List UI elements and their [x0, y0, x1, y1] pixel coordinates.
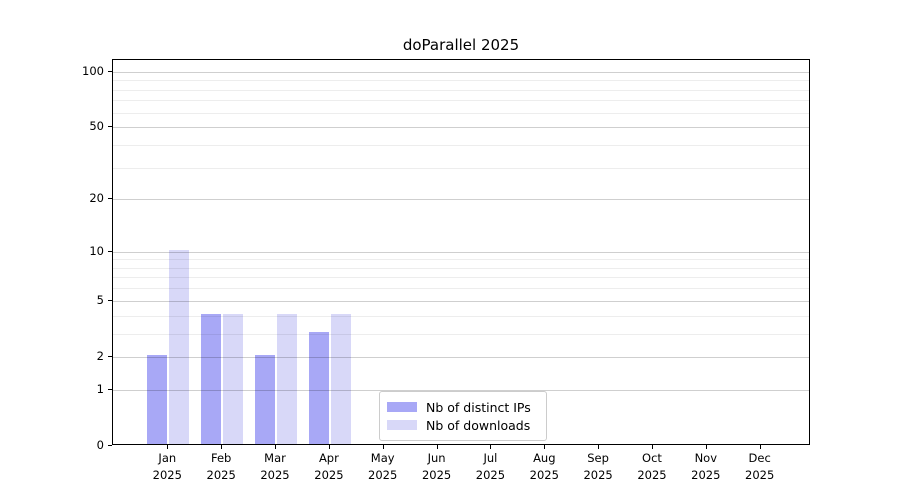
x-tick-label: Feb 2025 — [206, 451, 236, 482]
x-tick-label: Mar 2025 — [260, 451, 290, 482]
x-tick-mark — [759, 445, 761, 449]
gridline-major — [113, 199, 809, 200]
x-tick-mark — [705, 445, 707, 449]
bar-distinct-ips-apr — [308, 331, 329, 444]
gridline-minor — [113, 333, 809, 335]
x-tick-mark — [490, 445, 492, 449]
x-tick-label: Apr 2025 — [314, 451, 344, 482]
gridline-major — [113, 356, 809, 358]
gridline-minor — [113, 89, 809, 91]
gridline-major — [113, 389, 809, 391]
x-tick-label: Dec 2025 — [745, 451, 775, 482]
y-tick-mark — [108, 388, 112, 390]
x-tick-label: Oct 2025 — [637, 451, 667, 482]
x-tick-label: Jul 2025 — [475, 451, 506, 482]
gridline-minor — [113, 288, 809, 290]
legend-swatch-downloads — [387, 420, 417, 430]
y-tick-mark — [108, 299, 112, 301]
chart-title: doParallel 2025 — [402, 36, 520, 54]
y-tick-label: 50 — [89, 119, 104, 134]
y-tick-label: 2 — [96, 348, 104, 363]
gridline-major — [113, 71, 809, 73]
x-tick-mark — [221, 445, 223, 449]
bar-distinct-ips-mar — [255, 354, 275, 444]
y-tick-mark — [108, 198, 112, 199]
bar-downloads-jan — [169, 249, 190, 444]
y-tick-label: 10 — [89, 243, 104, 258]
bar-downloads-apr — [330, 313, 351, 444]
y-tick-mark — [108, 355, 112, 357]
gridline-minor — [113, 267, 809, 269]
x-tick-label: Sep 2025 — [583, 451, 613, 482]
bar-downloads-mar — [277, 313, 297, 444]
bar-distinct-ips-jan — [147, 354, 168, 444]
x-tick-mark — [167, 445, 169, 449]
x-tick-label: Jun 2025 — [421, 451, 452, 482]
gridline-minor — [113, 167, 809, 169]
x-tick-mark — [382, 445, 384, 449]
y-tick-mark — [108, 70, 112, 72]
y-tick-label: 5 — [96, 292, 104, 307]
y-tick-label: 100 — [82, 63, 104, 78]
gridline-minor — [113, 315, 809, 317]
x-tick-mark — [328, 445, 330, 449]
gridline-major — [113, 127, 809, 129]
plot-area: Nb of distinct IPs Nb of downloads — [112, 59, 810, 445]
legend-entry-distinct-ips: Nb of distinct IPs — [387, 398, 538, 416]
y-tick-mark — [108, 126, 112, 128]
x-tick-mark — [598, 445, 600, 449]
y-tick-mark — [108, 250, 112, 252]
x-tick-label: Aug 2025 — [529, 451, 559, 482]
gridline-major — [113, 251, 809, 253]
legend-swatch-distinct-ips — [387, 402, 417, 412]
y-tick-label: 0 — [96, 438, 104, 452]
gridline-minor — [113, 100, 809, 102]
gridline-minor — [113, 259, 809, 261]
legend-label-distinct-ips: Nb of distinct IPs — [426, 399, 531, 415]
bar-distinct-ips-feb — [201, 313, 222, 444]
gridline-minor — [113, 277, 809, 279]
gridline-minor — [113, 112, 809, 114]
legend-label-downloads: Nb of downloads — [426, 417, 531, 433]
legend: Nb of distinct IPs Nb of downloads — [379, 391, 547, 441]
y-tick-label: 1 — [96, 381, 104, 396]
gridline-major — [113, 300, 809, 302]
x-tick-label: Nov 2025 — [691, 451, 721, 482]
x-tick-label: May 2025 — [368, 451, 398, 482]
bar-downloads-feb — [223, 313, 244, 444]
legend-entry-downloads: Nb of downloads — [387, 416, 538, 434]
x-tick-mark — [436, 445, 438, 449]
y-tick-label: 20 — [89, 191, 104, 205]
gridline-minor — [113, 80, 809, 82]
x-tick-mark — [544, 445, 546, 449]
x-tick-mark — [652, 445, 653, 449]
y-tick-mark — [108, 445, 112, 446]
x-tick-mark — [275, 445, 276, 449]
gridline-minor — [113, 144, 809, 146]
x-tick-label: Jan 2025 — [152, 451, 182, 482]
